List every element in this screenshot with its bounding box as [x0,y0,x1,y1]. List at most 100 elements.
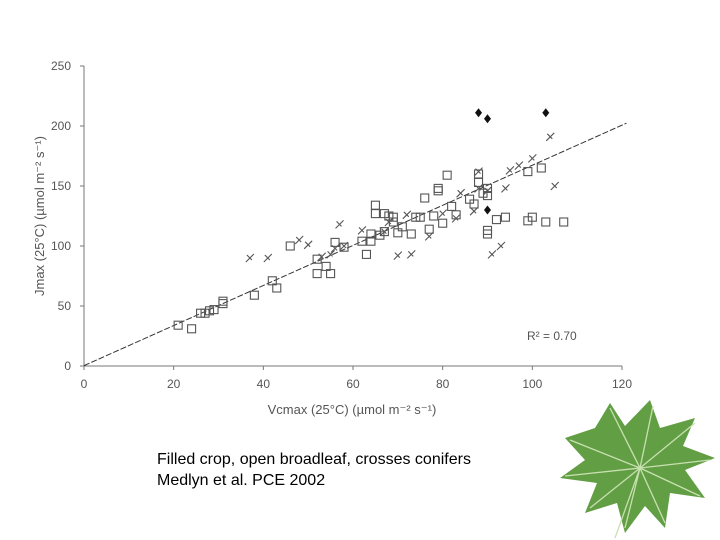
data-point-cross [379,227,389,236]
data-point-cross [335,220,344,229]
data-point-square [218,296,228,306]
data-point-square [527,212,537,222]
data-point-square [451,210,461,220]
x-tick-label: 40 [257,377,271,391]
y-tick-label: 200 [51,119,71,133]
data-point-cross [487,250,497,259]
caption-line-1: Filled crop, open broadleaf, crosses con… [157,451,471,468]
data-points [173,108,569,334]
data-point-square [433,186,443,196]
data-point-square [559,217,569,227]
data-point-cross [294,235,304,245]
axis-ticks: 0 20 40 60 80 100 120 0 50 100 150 200 250 [51,59,632,391]
data-point-cross [406,250,416,259]
data-point-square [388,212,398,222]
data-point-cross [451,214,461,223]
plot-axes [83,66,622,367]
data-point-cross [339,241,349,251]
data-point-square [312,269,322,279]
data-point-cross [402,210,412,220]
data-point-square [370,200,380,210]
data-point-cross [263,253,273,263]
y-tick-label: 0 [64,359,71,373]
data-point-square [491,215,502,225]
data-point-cross [496,241,506,251]
x-tick-label: 80 [436,377,450,391]
data-point-square [173,320,183,330]
data-point-cross [317,252,327,262]
data-point-diamond [484,114,491,124]
data-point-square [447,201,457,211]
data-point-square [361,249,372,259]
data-point-square [339,242,349,252]
data-point-square [406,229,416,239]
y-tick-label: 50 [58,299,72,313]
data-point-square [438,218,448,228]
data-point-cross [245,253,255,263]
data-point-square [285,241,295,251]
data-point-square [541,217,551,227]
caption-line-2: Medlyn et al. PCE 2002 [157,472,326,489]
data-point-square [536,163,546,173]
data-point-cross [330,244,340,253]
data-point-square [500,212,510,222]
data-point-cross [550,181,560,191]
data-point-cross [505,166,515,175]
data-point-square [523,167,533,177]
data-point-square [326,269,336,279]
data-point-square [330,237,340,247]
data-point-square [442,170,452,180]
data-point-diamond [475,108,483,118]
data-point-cross [483,186,492,196]
y-tick-label: 150 [51,179,71,193]
data-point-cross [545,132,555,142]
leaf-decoration [560,400,715,539]
data-point-square [312,254,322,264]
data-point-square [187,324,197,334]
data-point-cross [501,184,510,193]
data-point-cross [384,217,394,227]
data-point-square [272,283,282,293]
data-point-square [433,183,443,193]
leaf-veins [564,405,711,539]
y-tick-label: 100 [51,239,71,253]
data-point-square [482,183,493,193]
figure-caption: Filled crop, open broadleaf, crosses con… [157,449,471,491]
x-tick-label: 0 [81,377,88,391]
data-point-square [357,236,367,246]
data-point-square [469,199,479,209]
data-point-square [370,209,380,219]
x-tick-label: 120 [612,377,632,391]
data-point-cross [326,250,335,259]
data-point-square [209,305,219,315]
data-point-square [379,227,389,237]
data-point-cross [393,251,403,260]
x-tick-label: 100 [522,377,542,391]
data-point-square [429,211,439,221]
data-point-square [424,224,434,234]
data-point-square [473,169,484,179]
data-point-cross [424,232,434,241]
data-point-square [249,290,259,300]
data-point-square [366,229,376,239]
data-point-cross [474,167,483,176]
data-point-cross [438,209,448,218]
data-point-cross [357,226,367,235]
data-point-diamond [542,108,550,118]
data-point-cross [527,154,537,163]
y-axis-title: Jmax (25°C) (µmol m⁻² s⁻¹) [32,136,47,296]
data-point-cross [303,240,313,250]
data-point-cross [514,161,524,170]
data-point-square [482,191,493,201]
x-axis-title: Vcmax (25°C) (µmol m⁻² s⁻¹) [268,402,437,417]
data-point-cross [456,188,465,198]
y-tick-label: 250 [51,59,71,73]
data-point-square [415,212,425,222]
data-point-square [482,229,493,239]
data-point-cross [474,184,483,193]
data-point-square [366,236,376,246]
data-point-square [397,222,407,232]
x-tick-label: 60 [346,377,360,391]
x-tick-label: 20 [167,377,181,391]
